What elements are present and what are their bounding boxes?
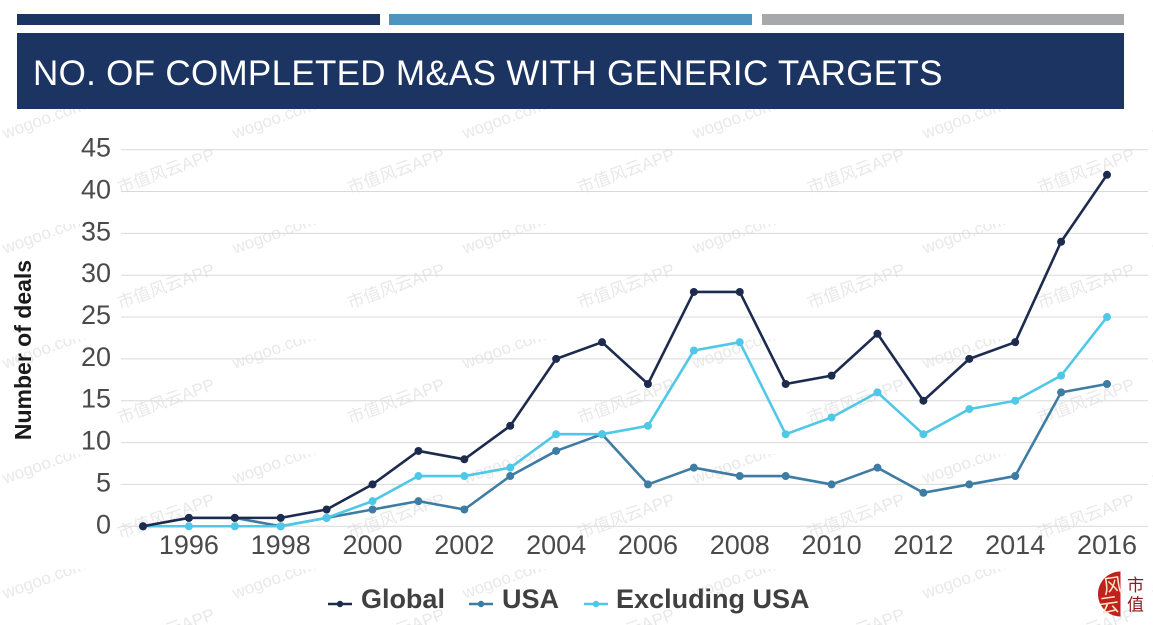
svg-text:45: 45: [81, 133, 111, 163]
svg-text:30: 30: [81, 258, 111, 288]
svg-text:0: 0: [96, 509, 111, 539]
svg-text:40: 40: [81, 175, 111, 205]
svg-text:10: 10: [81, 426, 111, 456]
svg-text:2010: 2010: [802, 530, 862, 560]
svg-text:20: 20: [81, 342, 111, 372]
svg-text:35: 35: [81, 216, 111, 246]
svg-text:2004: 2004: [526, 530, 586, 560]
svg-text:2008: 2008: [710, 530, 770, 560]
svg-text:2014: 2014: [985, 530, 1045, 560]
svg-text:2000: 2000: [342, 530, 402, 560]
svg-text:1996: 1996: [159, 530, 219, 560]
svg-text:2006: 2006: [618, 530, 678, 560]
svg-text:2016: 2016: [1077, 530, 1137, 560]
svg-text:5: 5: [96, 467, 111, 497]
svg-text:2002: 2002: [434, 530, 494, 560]
svg-text:2012: 2012: [893, 530, 953, 560]
svg-text:1998: 1998: [251, 530, 311, 560]
svg-text:15: 15: [81, 384, 111, 414]
svg-text:25: 25: [81, 300, 111, 330]
